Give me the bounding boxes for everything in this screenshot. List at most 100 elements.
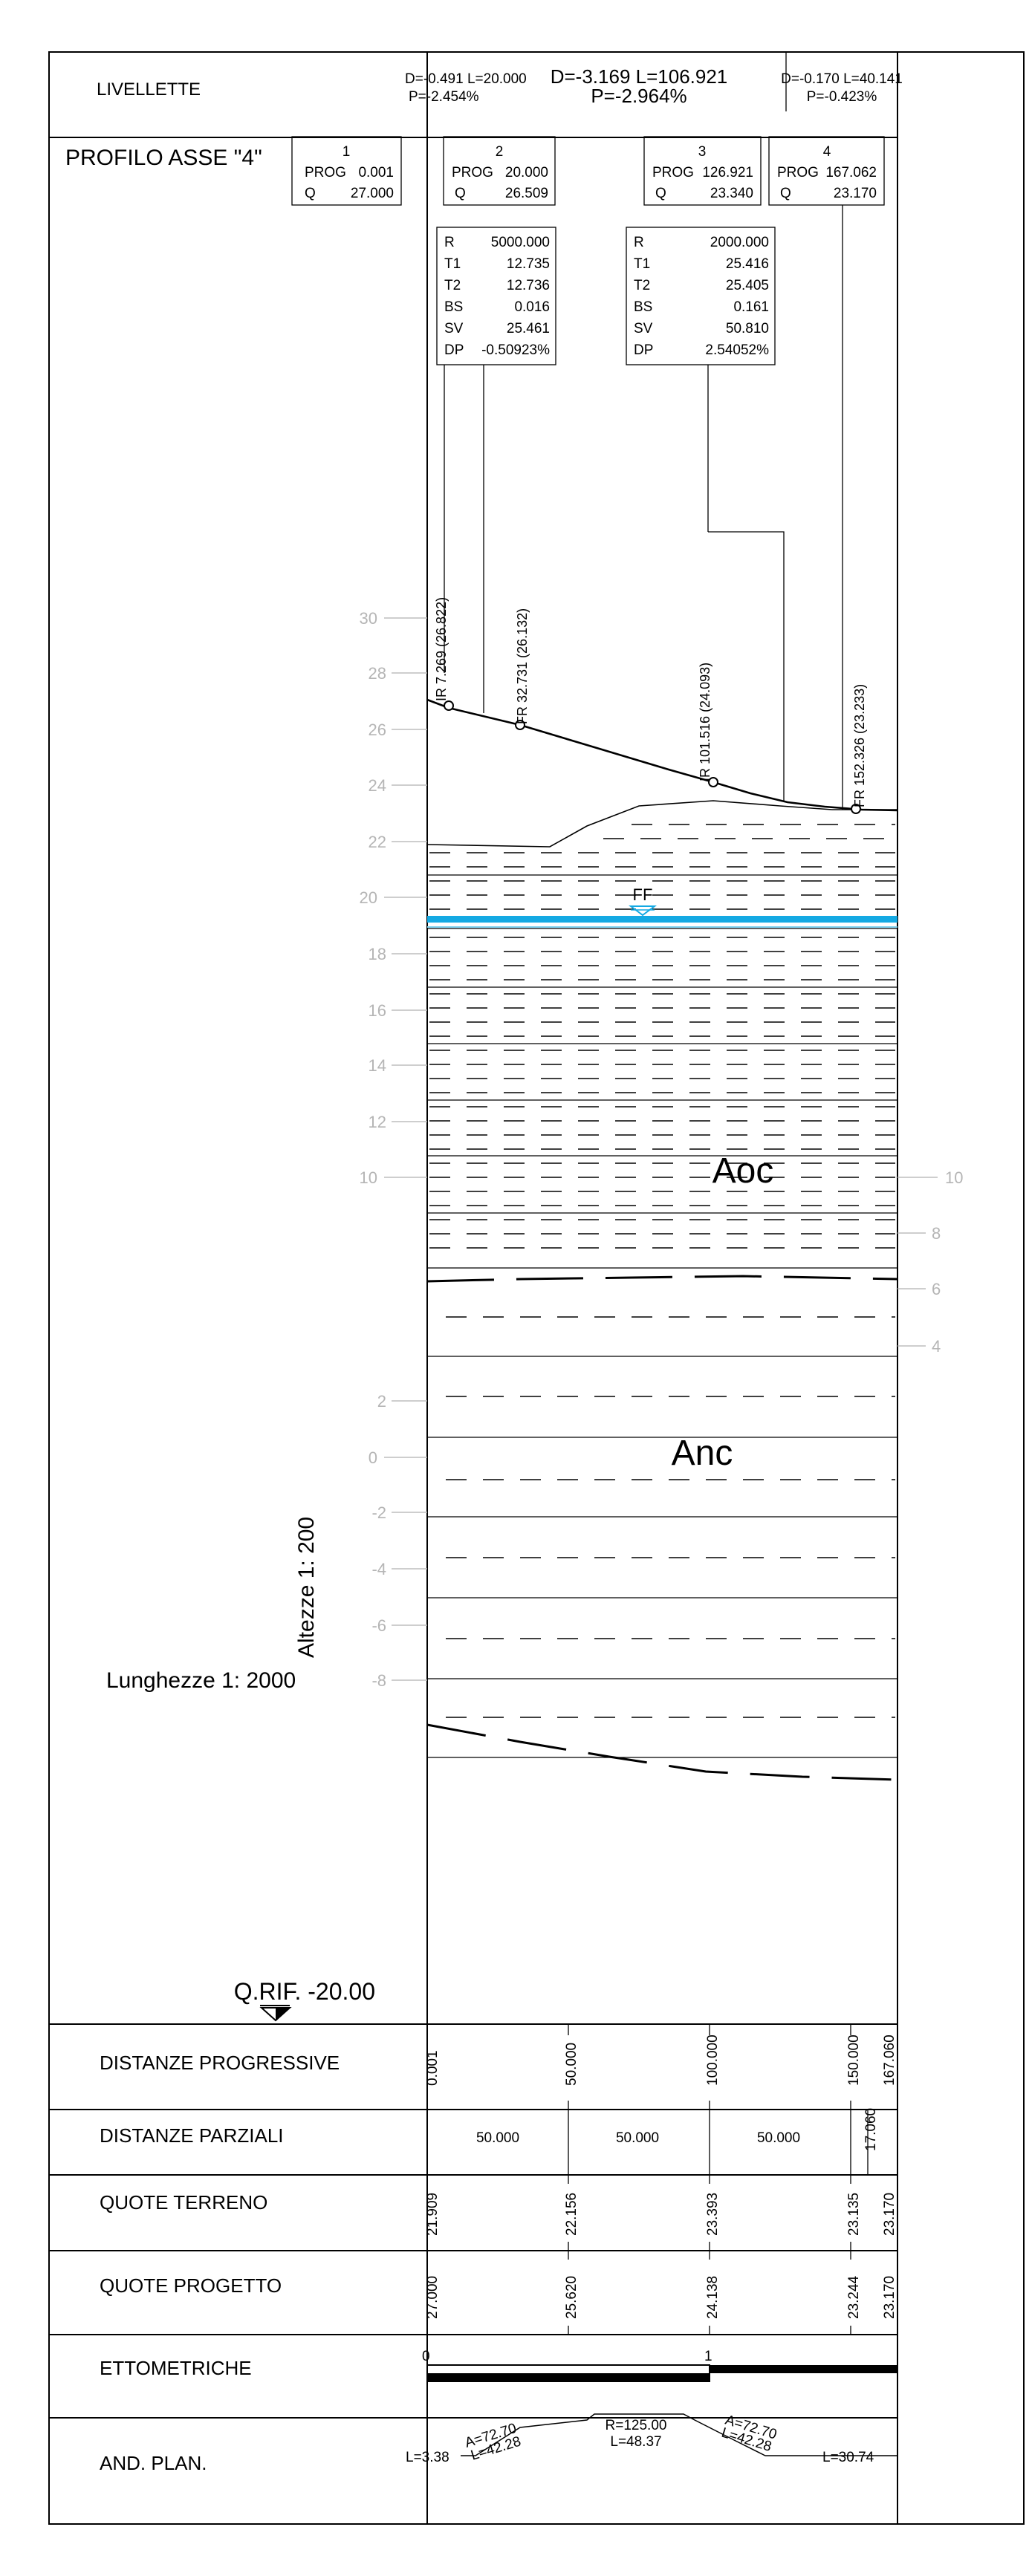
row-label-distanze-parziali: DISTANZE PARZIALI [100,2124,284,2147]
point-label-4: FR 152.326 (23.233) [852,684,867,807]
curve-2-value-r: 2000.000 [710,235,769,250]
right-axis-tick-label: 10 [945,1168,963,1187]
ground-elev-3: 23.135 [846,2193,862,2236]
row-label-ettometriche: ETTOMETRICHE [100,2357,252,2379]
row-label-and-plan: AND. PLAN. [100,2452,207,2474]
curve-box-2: R 2000.000 T1 25.416 T2 25.405 BS 0.161 SV 50.810… [626,227,776,365]
curve-2-param-r: R [634,235,644,250]
vertical-scale-label: Altezze 1: 200 [294,1517,319,1658]
vertex-3-prog: 126.921 [702,165,753,180]
vertex-2-number: 2 [496,144,504,160]
livellette-row: LIVELLETTE D=-0.491 L=20.000 P=-2.454% D… [97,52,903,111]
vertex-4-prog: 167.062 [825,165,877,180]
left-axis-tick-label: 22 [369,833,386,851]
profile-table: DISTANZE PROGRESSIVE DISTANZE PARZIALI Q… [49,2023,897,2525]
vertex-3-q: 23.340 [710,186,753,201]
curve-1-value-bs: 0.016 [514,299,550,315]
vertex-4-number: 4 [823,144,831,160]
vertex-4-q-label: Q [780,186,791,201]
curve-1-param-t2: T2 [444,278,461,293]
left-axis-tick-label: 26 [369,721,386,739]
prog-dist-0: 0.001 [425,2050,441,2086]
design-grade-line [426,698,898,812]
ettometriche-bar [426,2364,897,2382]
curve-1-value-t2: 12.736 [507,278,550,293]
prog-dist-4: 167.060 [882,2035,897,2086]
right-axis-tick-label: 8 [932,1224,941,1243]
reference-label: Q.RIF. -20.00 [234,1978,375,2005]
livellette-label: LIVELLETTE [97,79,201,100]
left-axis-tick-label: -6 [371,1616,386,1635]
sheet-frame [48,51,1025,2525]
vertex-1-prog-label: PROG [305,165,346,180]
curve-2-value-dp: 2.54052% [705,342,769,358]
soil-hatching [426,824,898,1781]
right-axis-tick-label: 4 [932,1337,941,1356]
left-axis-tick-label: 10 [360,1168,377,1187]
profile-title: PROFILO ASSE "4" [65,146,262,170]
grade-2-top: D=-3.169 L=106.921 [551,65,728,88]
curve-2-param-dp: DP [634,342,653,358]
grade-2-bottom: P=-2.964% [591,85,686,107]
row-label-quote-progetto: QUOTE PROGETTO [100,2274,282,2297]
right-axis-tick-label: 6 [932,1280,941,1298]
partial-dist-2: 50.000 [757,2130,800,2146]
vertex-1-q: 27.000 [351,186,394,201]
left-axis-tick-label: -2 [371,1503,386,1522]
vertex-3-number: 3 [698,144,707,160]
fr-point-2 [851,804,861,814]
curve-1-param-t1: T1 [444,256,461,272]
anc-bottom-boundary [426,1723,898,1781]
curve-1-value-sv: 25.461 [507,321,550,336]
and-plan-l3: L=48.37 [610,2434,661,2450]
point-label-1: IR 7.269 (26.822) [434,597,449,701]
water-level-icon [629,905,657,917]
and-plan-alignment: L=3.38 A=72.70 L=42.28 R=125.00 L=48.37 … [406,2413,897,2465]
curve-1-param-dp: DP [444,342,464,358]
grade-3-top: D=-0.170 L=40.141 [781,71,903,87]
left-axis-tick-label: 16 [369,1001,386,1020]
curve-1-value-t1: 12.735 [507,256,550,272]
left-axis-tick-label: 14 [369,1056,386,1075]
ground-elev-1: 22.156 [564,2193,580,2236]
reference-elevation: Q.RIF. -20.00 [234,1978,375,2022]
terrain-profile-line [426,800,897,848]
curve-2-param-t2: T2 [634,278,650,293]
design-elev-4: 23.170 [882,2276,897,2319]
row-label-distanze-progressive: DISTANZE PROGRESSIVE [100,2052,340,2074]
vertex-1-prog: 0.001 [358,165,394,180]
vertex-box-2: 2 PROG 20.000 Q 26.509 [443,136,556,206]
vertex-2-q-label: Q [455,186,466,201]
vertex-1-q-label: Q [305,186,316,201]
fr-point-1 [515,720,525,730]
grade-1-bottom: P=-2.454% [409,89,479,105]
curve-1-value-dp: -0.50923% [481,342,550,358]
curve-box-1: R 5000.000 T1 12.735 T2 12.736 BS 0.016 SV 25.461… [436,227,556,365]
curve-2-param-sv: SV [634,321,653,336]
design-elev-2: 24.138 [705,2276,721,2319]
curve-1-param-sv: SV [444,321,464,336]
ground-elev-0: 21.909 [425,2193,441,2236]
vertex-3-q-label: Q [655,186,666,201]
key-points: IR 7.269 (26.822) FR 32.731 (26.132) IR … [434,597,867,814]
layer-label-anc: Anc [672,1434,733,1473]
vertex-4-q: 23.170 [834,186,877,201]
ettometrica-1: 1 [704,2349,712,2364]
ir-point-1 [444,700,454,711]
prog-dist-3: 150.000 [846,2035,862,2086]
prog-dist-1: 50.000 [564,2043,580,2086]
left-axis-tick-label: 20 [360,888,377,907]
design-elev-0: 27.000 [425,2276,441,2319]
ground-elev-2: 23.393 [705,2193,721,2236]
left-axis-tick-label: 2 [377,1392,386,1411]
vertex-2-q: 26.509 [505,186,548,201]
partial-dist-1: 50.000 [616,2130,659,2146]
and-plan-l1: L=3.38 [406,2450,449,2465]
grade-3-bottom: P=-0.423% [807,89,877,105]
left-axis-tick-label: 0 [369,1448,377,1467]
curve-leader-lines [444,205,843,810]
vertex-4-prog-label: PROG [777,165,819,180]
vertex-2-prog: 20.000 [505,165,548,180]
point-label-2: FR 32.731 (26.132) [515,608,530,724]
